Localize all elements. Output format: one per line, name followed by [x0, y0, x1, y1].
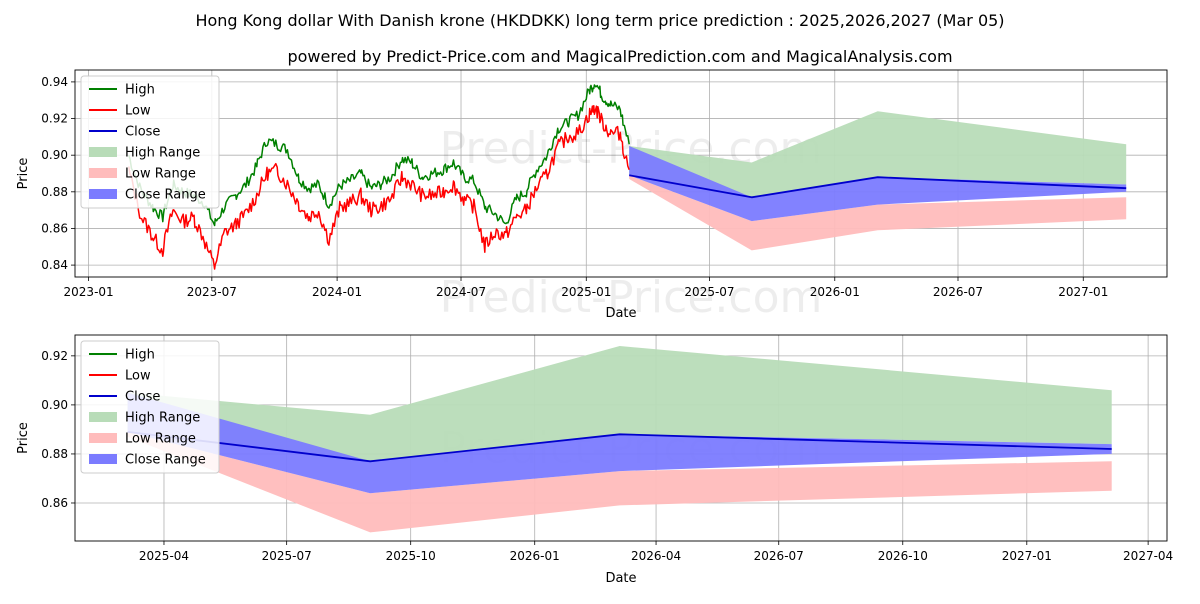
x-tick-label: 2027-04 [1123, 549, 1173, 563]
legend-label: Close Range [125, 188, 206, 203]
legend-swatch [89, 454, 117, 464]
x-tick-label: 2026-01 [510, 549, 560, 563]
low-range-band [629, 175, 1127, 251]
y-tick-label: 0.86 [41, 221, 68, 235]
legend-swatch [89, 433, 117, 443]
y-tick-label: 0.88 [41, 447, 68, 461]
x-tick-label: 2026-07 [754, 549, 804, 563]
close-forecast-line [127, 431, 1112, 463]
plot-area [128, 84, 1127, 270]
x-tick-label: 2027-01 [1002, 549, 1052, 563]
legend-label: Low Range [125, 167, 196, 182]
close-forecast-line [629, 174, 1127, 199]
x-tick-label: 2027-01 [1058, 285, 1108, 299]
x-tick-label: 2025-01 [561, 285, 611, 299]
y-tick-label: 0.92 [41, 349, 68, 363]
x-tick-label: 2023-01 [64, 285, 114, 299]
x-tick-label: 2026-01 [810, 285, 860, 299]
x-tick-label: 2023-07 [187, 285, 237, 299]
top-panel: 2023-01 2023-07 2024-01 2024-07 2025-01 2025-… [16, 69, 1168, 323]
legend-swatch [89, 147, 117, 157]
legend-label: High Range [125, 411, 200, 426]
x-tick-label: 2025-07 [684, 285, 734, 299]
x-tick-label: 2026-10 [878, 549, 928, 563]
y-axis-label: Price [16, 422, 31, 454]
x-axis-label: Date [605, 571, 636, 586]
legend-swatch [89, 168, 117, 178]
chart-title: Hong Kong dollar With Danish krone (HKDD… [195, 11, 1004, 30]
legend-label: Low Range [125, 432, 196, 447]
legend-swatch [89, 412, 117, 422]
legend: High Low Close High Range Low Range Close Ran… [80, 75, 220, 209]
legend: High Low Close High Range Low Range Close Ran… [80, 340, 220, 474]
y-tick-label: 0.92 [41, 112, 68, 126]
plot-area [127, 346, 1112, 533]
x-tick-label: 2026-07 [933, 285, 983, 299]
y-tick-label: 0.94 [41, 75, 68, 89]
y-tick-label: 0.88 [41, 185, 68, 199]
x-tick-label: 2025-04 [139, 549, 189, 563]
y-tick-label: 0.90 [41, 148, 68, 162]
close-range-band [629, 146, 1127, 222]
bottom-panel: 2025-04 2025-07 2025-10 2026-01 2026-04 2026-… [16, 334, 1173, 586]
plot-frame [74, 69, 1168, 278]
legend-label: Low [125, 369, 151, 384]
high-range-band [127, 346, 1112, 462]
low-range-band [127, 431, 1112, 533]
x-tick-label: 2026-04 [631, 549, 681, 563]
x-tick-label: 2024-07 [436, 285, 486, 299]
legend-label: High [125, 83, 155, 98]
y-tick-label: 0.90 [41, 398, 68, 412]
legend-label: High Range [125, 146, 200, 161]
legend-label: Close Range [125, 453, 206, 468]
y-axis-label: Price [16, 158, 31, 190]
legend-label: Close [125, 390, 160, 405]
x-tick-label: 2024-01 [312, 285, 362, 299]
legend-label: High [125, 348, 155, 363]
y-tick-label: 0.84 [41, 258, 68, 272]
high-line [128, 84, 630, 227]
plot-frame [74, 334, 1168, 542]
chart-subtitle: powered by Predict-Price.com and Magical… [287, 47, 952, 66]
close-range-band [127, 392, 1112, 494]
y-tick-label: 0.86 [41, 496, 68, 510]
legend-label: Low [125, 104, 151, 119]
high-range-band [629, 111, 1127, 198]
x-tick-label: 2025-07 [262, 549, 312, 563]
x-axis-label: Date [605, 306, 636, 321]
legend-swatch [89, 189, 117, 199]
legend-label: Close [125, 125, 160, 140]
watermark: Predict-Price.com [440, 272, 823, 323]
low-line [128, 104, 630, 270]
x-tick-label: 2025-10 [386, 549, 436, 563]
